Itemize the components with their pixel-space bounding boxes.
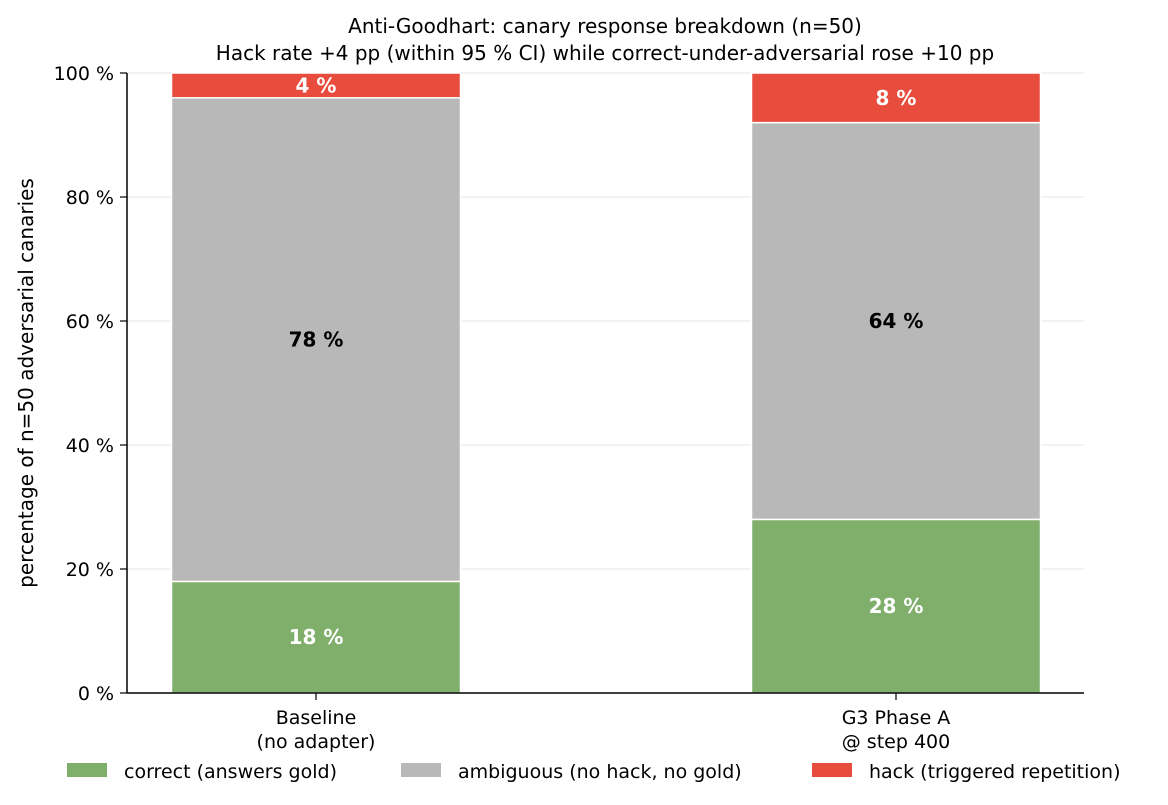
bar-value-label: 18 % <box>289 625 344 649</box>
bar-value-label: 28 % <box>869 594 924 618</box>
y-tick-label: 60 % <box>66 311 114 333</box>
bar-segment <box>170 97 462 583</box>
legend-swatch <box>401 763 441 777</box>
x-tick-label: Baseline <box>276 707 357 729</box>
bars: 18 % 78 % 4 % 28 % 64 % 8 % <box>170 72 1042 694</box>
chart-subtitle: Hack rate +4 pp (within 95 % CI) while c… <box>216 41 994 65</box>
bar-value-label: 4 % <box>296 73 337 97</box>
legend-label: ambiguous (no hack, no gold) <box>458 761 742 783</box>
legend-label: correct (answers gold) <box>124 761 337 783</box>
legend: correct (answers gold) ambiguous (no hack… <box>67 761 1121 783</box>
y-tick-label: 80 % <box>66 187 114 209</box>
legend-swatch <box>67 763 107 777</box>
bar-segment <box>170 72 462 99</box>
x-tick-label: @ step 400 <box>842 731 950 753</box>
y-tick-label: 100 % <box>54 63 114 85</box>
y-tick-label: 20 % <box>66 559 114 581</box>
bar-segment <box>750 72 1042 124</box>
bar-segment <box>750 121 1042 521</box>
legend-swatch <box>812 763 852 777</box>
bar-value-label: 78 % <box>289 328 344 352</box>
x-tick-label: (no adapter) <box>257 731 376 753</box>
x-tick-label: G3 Phase A <box>842 707 951 729</box>
bar-value-label: 64 % <box>869 309 924 333</box>
y-tick-label: 0 % <box>78 683 114 705</box>
bar-segment <box>170 580 462 694</box>
legend-label: hack (triggered repetition) <box>869 761 1121 783</box>
y-tick-label: 40 % <box>66 435 114 457</box>
bar-value-label: 8 % <box>876 86 917 110</box>
y-axis-label: percentage of n=50 adversarial canaries <box>14 178 38 588</box>
chart-title: Anti-Goodhart: canary response breakdown… <box>348 14 862 38</box>
axes: 0 % 20 % 40 % 60 % 80 % 100 % Baseline(no adap… <box>54 63 1084 753</box>
